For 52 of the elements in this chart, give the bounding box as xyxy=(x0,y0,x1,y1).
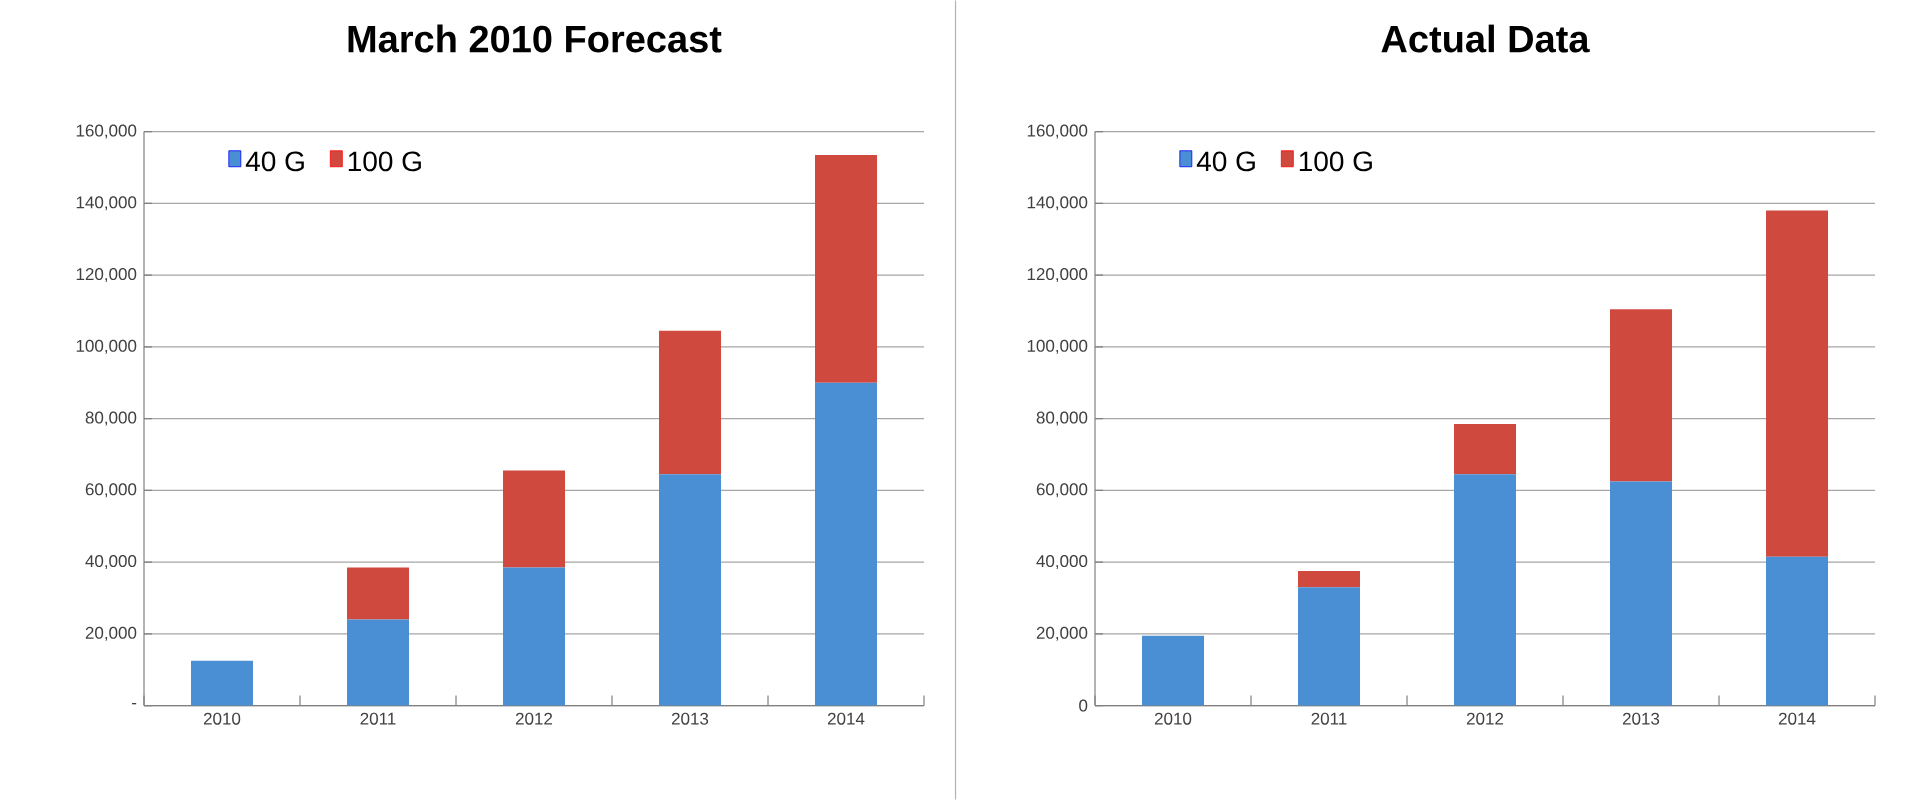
bar xyxy=(1766,556,1829,706)
x-tick-label: 2013 xyxy=(671,712,709,725)
bar xyxy=(1454,474,1517,706)
legend-label: 100 G xyxy=(348,151,421,172)
x-tick-label: 2011 xyxy=(1311,712,1347,725)
y-tick-label: 20,000 xyxy=(85,626,137,641)
chart-title: March 2010 Forecast xyxy=(348,24,722,53)
x-tick-label: 2013 xyxy=(1622,712,1660,725)
y-tick-label: 120,000 xyxy=(76,268,137,283)
y-tick-label: 40,000 xyxy=(85,555,137,570)
bar xyxy=(1298,570,1361,588)
y-tick-label: 100,000 xyxy=(1027,339,1088,354)
y-tick-label: 140,000 xyxy=(76,196,137,211)
y-tick-label: 160,000 xyxy=(76,124,137,139)
y-tick-label: 40,000 xyxy=(1036,555,1088,570)
y-tick-label: 80,000 xyxy=(1036,411,1088,426)
y-tick-label: 140,000 xyxy=(1027,196,1088,211)
y-tick-label: 100,000 xyxy=(76,339,137,354)
legend-label: 40 G xyxy=(1196,151,1255,172)
y-tick-label: 60,000 xyxy=(1036,483,1088,498)
bar xyxy=(503,470,566,568)
bar xyxy=(659,330,722,475)
bar xyxy=(659,474,722,706)
bar xyxy=(815,154,878,383)
x-tick-label: 2011 xyxy=(360,712,396,725)
y-tick-label: 0 xyxy=(1079,699,1088,712)
bar xyxy=(1298,587,1361,706)
y-tick-label: 80,000 xyxy=(85,411,137,426)
bar xyxy=(1610,481,1673,706)
x-tick-label: 2012 xyxy=(515,712,553,725)
bar xyxy=(347,567,410,620)
bar xyxy=(347,619,410,706)
x-tick-label: 2010 xyxy=(203,712,241,725)
bar xyxy=(1454,423,1517,475)
legend-label: 40 G xyxy=(245,151,304,172)
bar xyxy=(191,660,254,706)
x-tick-label: 2012 xyxy=(1466,712,1504,725)
bar xyxy=(815,382,878,706)
y-tick-label: 20,000 xyxy=(1036,626,1088,641)
bar xyxy=(503,567,566,706)
x-tick-label: 2014 xyxy=(1778,712,1816,725)
chart-title: Actual Data xyxy=(1381,24,1590,53)
y-tick-label: 60,000 xyxy=(85,483,137,498)
legend-label: 100 G xyxy=(1299,151,1372,172)
bar xyxy=(1610,309,1673,482)
y-tick-label: - xyxy=(132,702,137,705)
bar xyxy=(1142,635,1205,706)
y-tick-label: 160,000 xyxy=(1027,124,1088,139)
y-tick-label: 120,000 xyxy=(1027,268,1088,283)
x-tick-label: 2014 xyxy=(827,712,865,725)
x-tick-label: 2010 xyxy=(1154,712,1192,725)
bar xyxy=(1766,210,1829,557)
